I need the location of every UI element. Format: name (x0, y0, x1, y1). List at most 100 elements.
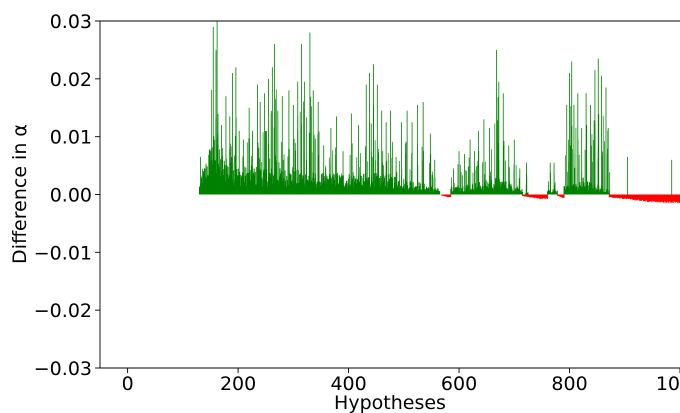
negative-bar (610, 194, 612, 197)
positive-bar (471, 184, 473, 195)
positive-bar (349, 154, 351, 195)
negative-bar (628, 194, 630, 199)
positive-bar (368, 177, 369, 195)
positive-bar (346, 180, 348, 195)
positive-bar (360, 175, 362, 195)
negative-bar (525, 194, 527, 197)
positive-bar (375, 160, 376, 195)
positive-bar (226, 165, 228, 195)
positive-bar (279, 176, 280, 195)
negative-bar (445, 194, 447, 197)
positive-bar (479, 182, 480, 195)
positive-bar (395, 156, 397, 195)
positive-bar (357, 179, 359, 195)
positive-bar (599, 191, 601, 195)
positive-bar (283, 154, 285, 195)
positive-bar (472, 172, 474, 195)
negative-bar (620, 194, 622, 199)
positive-bar (484, 161, 486, 195)
positive-bar (576, 190, 578, 195)
positive-bar (522, 191, 524, 195)
positive-bar (509, 167, 510, 195)
negative-bar (643, 194, 645, 202)
negative-bar (561, 194, 563, 198)
positive-bar (359, 167, 361, 195)
positive-bar (430, 187, 432, 195)
positive-bar (417, 104, 419, 195)
positive-bar (462, 175, 463, 195)
negative-bar (654, 194, 656, 202)
positive-bar (274, 44, 275, 195)
negative-bar (446, 194, 448, 197)
positive-bar (433, 191, 435, 195)
positive-bar (552, 189, 554, 195)
positive-bar (413, 187, 415, 195)
positive-bar (323, 175, 325, 195)
positive-bar (554, 185, 556, 195)
negative-bar (659, 194, 661, 203)
positive-bar (585, 93, 587, 195)
positive-bar (369, 184, 371, 195)
positive-bar (427, 188, 429, 195)
positive-bar (279, 168, 281, 195)
positive-bar (411, 122, 413, 195)
positive-bar (563, 186, 565, 195)
positive-bar (355, 178, 357, 195)
positive-bar (297, 81, 299, 195)
positive-bar (571, 61, 573, 195)
positive-bar (497, 142, 499, 195)
positive-bar (517, 185, 519, 195)
negative-bar (643, 194, 645, 202)
positive-bar (593, 140, 594, 195)
positive-bar (285, 187, 287, 195)
positive-bar (220, 176, 222, 195)
positive-bar (452, 191, 454, 195)
positive-bar (432, 171, 434, 195)
negative-bar (543, 194, 545, 199)
positive-bar (254, 171, 256, 195)
positive-bar (265, 131, 267, 195)
positive-bar (296, 183, 298, 195)
negative-bar (634, 194, 636, 201)
positive-bar (592, 161, 593, 195)
positive-bar (494, 123, 496, 195)
positive-bar (356, 157, 358, 195)
positive-bar (335, 154, 336, 195)
negative-bar (541, 194, 543, 199)
negative-bar (641, 194, 643, 200)
positive-bar (339, 176, 341, 195)
positive-bar (282, 181, 284, 195)
positive-bar (252, 174, 254, 195)
positive-bar (390, 110, 391, 195)
positive-bar (352, 172, 354, 195)
positive-bar (426, 186, 427, 195)
positive-bar (211, 147, 213, 195)
negative-bar (525, 194, 527, 197)
positive-bar (290, 174, 292, 195)
negative-bar (622, 194, 624, 199)
negative-bar (638, 194, 640, 200)
negative-bar (443, 194, 445, 196)
positive-bar (211, 152, 213, 195)
positive-bar (503, 140, 505, 195)
negative-bar (631, 194, 633, 200)
negative-bar (523, 194, 525, 197)
positive-bar (333, 173, 335, 195)
positive-bar (363, 182, 365, 195)
negative-bar (559, 194, 561, 197)
positive-bar (556, 190, 558, 195)
positive-bar (209, 149, 211, 195)
negative-bar (626, 194, 628, 199)
positive-bar (477, 160, 479, 195)
positive-bar (486, 186, 488, 195)
positive-bar (281, 171, 283, 195)
negative-bar (640, 194, 642, 201)
negative-bar (670, 194, 672, 202)
positive-bar (609, 172, 610, 195)
negative-bar (609, 194, 611, 198)
positive-bar (280, 142, 282, 195)
positive-bar (550, 172, 551, 195)
positive-bar (379, 177, 380, 195)
positive-bar (277, 110, 279, 195)
positive-bar (238, 168, 240, 195)
